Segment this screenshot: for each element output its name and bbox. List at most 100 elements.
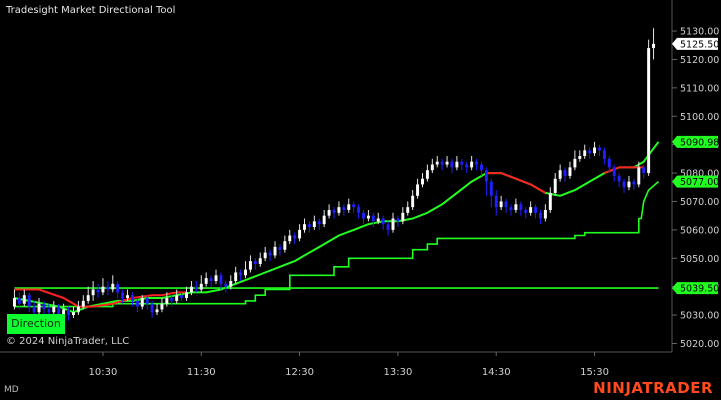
candle — [602, 147, 606, 165]
candle-body — [273, 246, 277, 256]
candle — [106, 280, 110, 296]
candle-body — [145, 298, 149, 304]
candle-body — [268, 252, 272, 256]
candle — [480, 161, 483, 176]
candle-body — [263, 252, 267, 259]
candle-body — [239, 272, 243, 276]
candle-body — [288, 235, 292, 242]
candle-body — [106, 286, 110, 290]
candle — [322, 209, 326, 228]
candle — [642, 164, 646, 179]
candle-body — [617, 175, 621, 182]
candle — [307, 221, 311, 233]
candle — [327, 204, 331, 219]
candle — [224, 280, 228, 293]
candle — [76, 300, 80, 316]
candle-body — [627, 181, 631, 188]
candle-body — [543, 209, 547, 219]
candle-body — [101, 286, 105, 293]
candle-body — [17, 298, 21, 304]
candle-body — [298, 229, 302, 239]
candle — [135, 298, 139, 313]
candle — [160, 298, 164, 313]
candle-body — [175, 295, 179, 301]
candle — [150, 300, 154, 318]
price-tick-label: 5080.00 — [680, 169, 719, 180]
candle-body — [362, 212, 365, 219]
direction-badge: Direction — [7, 314, 65, 334]
candle — [229, 275, 233, 290]
candle — [583, 144, 587, 159]
candle-body — [642, 167, 646, 174]
candle-body — [185, 292, 188, 299]
candle — [219, 272, 223, 290]
candle-body — [519, 204, 523, 210]
candle — [460, 158, 464, 171]
candle-body — [450, 161, 454, 168]
candle-body — [71, 312, 75, 316]
candle — [194, 280, 198, 293]
candle — [140, 295, 144, 310]
candle-body — [244, 269, 247, 276]
candle — [597, 144, 601, 157]
candle — [185, 286, 188, 301]
candle — [332, 207, 336, 219]
candle-body — [111, 283, 115, 290]
candle-body — [126, 295, 130, 299]
candle-body — [411, 195, 415, 208]
candle — [312, 215, 316, 230]
candle — [165, 292, 169, 307]
candle-body — [22, 295, 26, 304]
candle-body — [371, 215, 375, 222]
candle — [288, 229, 292, 245]
candle-body — [57, 306, 61, 318]
price-tick-label: 5110.00 — [680, 83, 719, 94]
candle-body — [465, 164, 469, 168]
candle-body — [652, 43, 656, 49]
time-axis: 10:30 11:30 12:30 13:30 14:30 15:30 — [0, 351, 672, 378]
candle — [357, 204, 361, 219]
candle-body — [52, 306, 56, 313]
candle-body — [189, 286, 193, 293]
candle-body — [588, 150, 592, 154]
candle-body — [62, 309, 66, 318]
candle — [647, 39, 651, 176]
candle — [96, 283, 100, 299]
candle-body — [135, 300, 139, 307]
candle — [244, 261, 247, 279]
candle — [499, 195, 503, 210]
candle — [470, 156, 474, 171]
candle-body — [366, 215, 370, 219]
candle — [548, 187, 552, 213]
price-tick-label: 5130.00 — [680, 27, 719, 38]
candle — [401, 207, 405, 225]
candle-body — [391, 218, 395, 230]
candle — [67, 306, 71, 321]
candle — [558, 164, 562, 182]
badge-value: 5090.98 — [680, 137, 719, 148]
candle-body — [76, 306, 80, 313]
candle-body — [234, 272, 238, 281]
candle-body — [165, 298, 169, 304]
candle — [509, 204, 513, 216]
candle-body — [509, 207, 513, 210]
candle — [71, 306, 75, 318]
last-price-badge — [672, 37, 718, 50]
candle-body — [421, 178, 424, 185]
candle — [538, 209, 542, 225]
step-line-path — [14, 180, 660, 308]
candle — [391, 212, 395, 233]
candle-body — [435, 161, 439, 165]
badge-value: 5077.00 — [680, 177, 719, 188]
candle — [175, 289, 179, 304]
candle-body — [155, 309, 159, 313]
candle — [622, 178, 626, 193]
candle-body — [514, 204, 518, 210]
candle — [484, 167, 488, 196]
trend-line-path — [14, 141, 660, 314]
candle-body — [116, 283, 120, 293]
candle-body — [534, 207, 538, 213]
candle — [563, 167, 567, 182]
candle-body — [194, 286, 198, 290]
